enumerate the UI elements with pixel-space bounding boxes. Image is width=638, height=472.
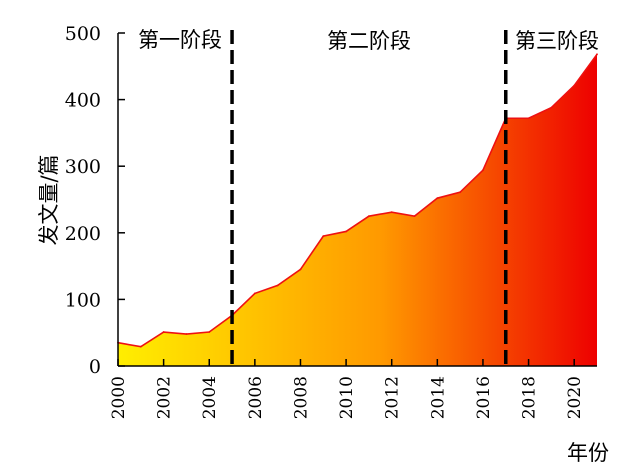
data-point (322, 235, 325, 238)
data-point (573, 84, 576, 87)
area-layer (117, 53, 598, 366)
y-axis-label: 发文量/篇 (37, 154, 61, 245)
phase-label-2: 第二阶段 (327, 29, 411, 53)
y-tick-label: 300 (65, 156, 101, 178)
labels: 发文量/篇 年份 第一阶段 第二阶段 第三阶段 (37, 28, 609, 465)
x-axis-label: 年份 (567, 441, 609, 465)
x-tick-label: 2018 (520, 376, 540, 419)
data-point (253, 292, 256, 295)
y-tick-label: 400 (65, 90, 101, 112)
data-point (368, 215, 370, 218)
data-point (436, 197, 439, 200)
data-point (459, 191, 462, 194)
axes: 0 100 200 300 400 500 2000 2002 2004 2006 2008 2010… (65, 23, 597, 419)
x-tick-label: 2002 (155, 376, 175, 419)
data-point (390, 211, 393, 214)
y-tick-label: 100 (65, 289, 101, 311)
data-point (162, 331, 165, 333)
area-fill (118, 54, 597, 366)
data-point (550, 106, 553, 109)
data-point (299, 268, 302, 271)
x-tick-label: 2020 (565, 376, 585, 419)
data-point (596, 53, 598, 56)
x-tick-label: 2006 (246, 376, 266, 419)
data-point (482, 169, 484, 172)
data-point (185, 333, 188, 335)
data-point (413, 215, 416, 218)
x-tick-label: 2000 (109, 376, 129, 419)
data-point (139, 345, 142, 348)
data-point (345, 230, 347, 233)
data-point (208, 331, 211, 333)
phase-label-1: 第一阶段 (138, 28, 222, 52)
x-tick-label: 2012 (383, 376, 403, 419)
y-tick-label: 500 (65, 23, 101, 45)
x-tick-label: 2004 (200, 376, 220, 419)
phase-dividers (230, 30, 508, 366)
data-point (527, 117, 530, 120)
data-point (276, 284, 279, 287)
series-line (117, 53, 598, 348)
x-tick-label: 2016 (474, 376, 494, 419)
x-tick-label: 2010 (337, 376, 357, 419)
x-tick-label: 2008 (291, 376, 311, 419)
phase-label-3: 第三阶段 (515, 29, 599, 53)
x-tick-label: 2014 (428, 376, 448, 419)
y-tick-label: 0 (89, 356, 101, 378)
y-tick-label: 200 (65, 223, 101, 245)
